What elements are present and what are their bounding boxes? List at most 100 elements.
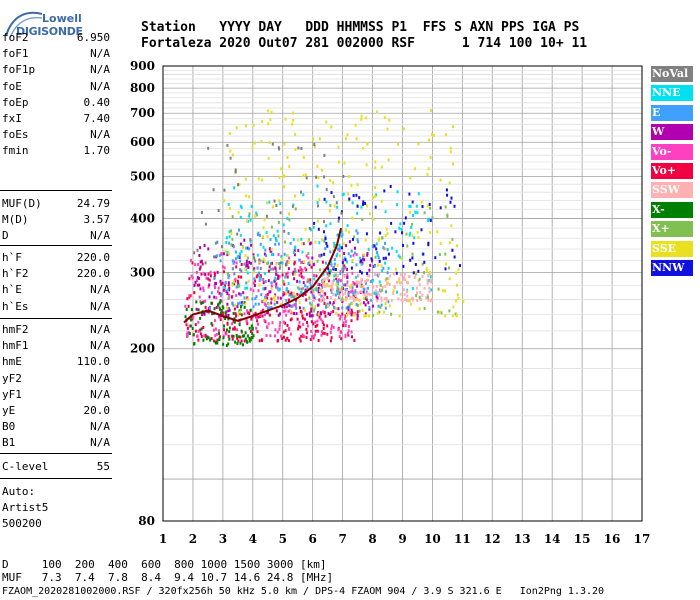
echo-point <box>306 321 308 324</box>
echo-point <box>384 302 387 306</box>
param-row: yF1 N/A <box>2 388 110 401</box>
echo-point <box>213 255 216 259</box>
echo-point <box>186 326 189 330</box>
echo-point <box>330 261 333 264</box>
x-tick-label: 8 <box>368 532 376 546</box>
echo-point <box>227 313 230 317</box>
echo-point <box>286 303 288 307</box>
echo-point <box>383 297 386 301</box>
echo-point <box>247 219 250 223</box>
echo-point <box>276 330 279 334</box>
echo-point <box>239 233 242 237</box>
echo-point <box>317 303 320 307</box>
echo-point <box>429 156 432 159</box>
echo-point <box>196 334 199 338</box>
echo-point <box>445 188 448 192</box>
echo-point <box>229 149 232 153</box>
echo-point <box>262 260 265 264</box>
echo-point <box>399 255 402 259</box>
echo-point <box>418 295 421 299</box>
echo-point <box>226 292 229 295</box>
echo-point <box>368 274 371 278</box>
echo-point <box>235 293 238 297</box>
echo-point <box>206 335 209 339</box>
echo-point <box>272 267 275 271</box>
plot-frame <box>162 65 643 522</box>
echo-point <box>264 248 267 252</box>
echo-point <box>285 263 288 266</box>
echo-point <box>278 324 281 328</box>
echo-point <box>369 212 371 216</box>
echo-point <box>228 230 231 234</box>
echo-point <box>246 256 249 260</box>
echo-point <box>261 235 264 239</box>
param-value: N/A <box>90 420 110 434</box>
echo-point <box>421 262 424 266</box>
echo-point <box>382 266 385 270</box>
echo-point <box>236 279 239 283</box>
echo-point <box>237 335 240 339</box>
echo-point <box>310 320 313 324</box>
echo-point <box>243 262 246 266</box>
echo-point <box>252 289 255 293</box>
echo-point <box>239 259 242 263</box>
echo-point <box>426 269 429 273</box>
echo-point <box>437 287 440 291</box>
echo-point <box>427 274 430 278</box>
echo-point <box>399 292 402 296</box>
echo-point <box>403 275 405 279</box>
echo-point <box>236 336 239 340</box>
echo-point <box>235 333 238 337</box>
param-value: N/A <box>90 323 110 336</box>
echo-point <box>331 279 334 283</box>
echo-point <box>240 275 243 279</box>
x-tick-label: 1 <box>159 532 167 546</box>
echo-point <box>363 314 366 318</box>
echo-point <box>262 278 265 281</box>
echo-point <box>367 278 370 282</box>
echo-point <box>365 314 368 317</box>
echo-point <box>255 316 258 320</box>
echo-point <box>257 322 259 326</box>
echo-point <box>210 291 213 295</box>
echo-point <box>449 150 452 154</box>
echo-point <box>351 216 354 220</box>
echo-point <box>256 319 259 323</box>
echo-point <box>316 201 319 204</box>
auto-scaling-line2: Artist5 <box>2 501 49 514</box>
echo-point <box>335 254 338 258</box>
echo-point <box>389 274 392 278</box>
echo-point <box>246 340 248 344</box>
echo-point <box>226 251 229 254</box>
echo-point <box>282 223 285 227</box>
echo-point <box>440 311 443 315</box>
echo-point <box>232 334 235 338</box>
echo-point <box>224 317 227 321</box>
echo-point <box>356 291 359 295</box>
echo-point <box>271 261 273 265</box>
echo-point <box>207 310 210 314</box>
echo-point <box>261 308 264 312</box>
echo-point <box>349 311 352 315</box>
echo-point <box>302 306 305 310</box>
echo-point <box>333 258 336 261</box>
echo-point <box>198 283 201 287</box>
echo-point <box>203 312 206 316</box>
echo-point <box>321 296 324 300</box>
echo-point <box>431 216 434 220</box>
echo-point <box>346 275 349 279</box>
echo-point <box>234 250 237 254</box>
echo-point <box>376 253 379 257</box>
echo-point <box>323 285 326 288</box>
echo-point <box>374 160 377 164</box>
echo-point <box>338 243 341 247</box>
echo-point <box>249 308 252 312</box>
echo-point <box>246 334 249 338</box>
echo-point <box>352 253 355 257</box>
echo-point <box>301 294 304 298</box>
echo-point <box>222 336 225 340</box>
echo-point <box>246 286 248 290</box>
echo-point <box>395 250 398 254</box>
echo-point <box>360 290 363 294</box>
